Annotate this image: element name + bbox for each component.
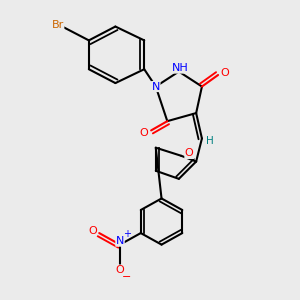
Text: H: H — [206, 136, 214, 146]
Text: O: O — [185, 148, 194, 158]
Text: +: + — [123, 229, 131, 239]
Text: O: O — [140, 128, 148, 138]
Text: Br: Br — [52, 20, 64, 30]
Text: NH: NH — [172, 63, 188, 73]
Text: N: N — [116, 236, 124, 246]
Text: O: O — [116, 265, 124, 275]
Text: O: O — [220, 68, 230, 78]
Text: −: − — [122, 272, 132, 282]
Text: O: O — [88, 226, 97, 236]
Text: N: N — [152, 82, 160, 92]
